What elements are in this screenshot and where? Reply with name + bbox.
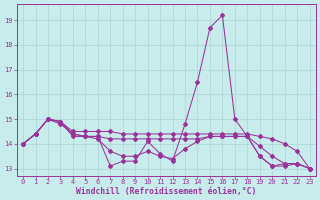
X-axis label: Windchill (Refroidissement éolien,°C): Windchill (Refroidissement éolien,°C) (76, 187, 257, 196)
